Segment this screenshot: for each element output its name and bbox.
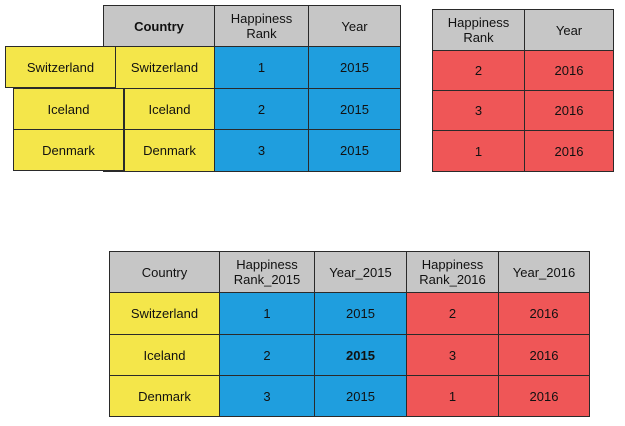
merged-year-2016-cell: 2016 xyxy=(498,334,590,376)
table-2015-year-cell: 2015 xyxy=(308,46,401,89)
merged-year-2016-cell: 2016 xyxy=(498,292,590,335)
merged-rank-2016-cell: 3 xyxy=(406,334,499,376)
table-2016-rank-cell: 2 xyxy=(432,50,525,91)
table-2016-rank-cell: 3 xyxy=(432,90,525,131)
table-2015-header-country: Country xyxy=(103,5,215,47)
table-2015-rank-cell: 1 xyxy=(214,46,309,89)
country-key-cell: Denmark xyxy=(13,129,124,171)
table-2016-year-cell: 2016 xyxy=(524,50,614,91)
table-2015-country-cell: Switzerland xyxy=(114,46,215,89)
table-2016-rank-cell: 1 xyxy=(432,130,525,172)
table-2016-header-rank: Happiness Rank xyxy=(432,9,525,51)
table-2015-rank-cell: 2 xyxy=(214,88,309,130)
country-key-cell: Iceland xyxy=(13,88,124,130)
country-key-cell: Switzerland xyxy=(5,46,116,88)
merged-header-year-2016: Year_2016 xyxy=(498,251,590,293)
table-2016-year-cell: 2016 xyxy=(524,90,614,131)
merged-header-year-2015: Year_2015 xyxy=(314,251,407,293)
merged-rank-2015-cell: 3 xyxy=(219,375,315,417)
merged-year-2016-cell: 2016 xyxy=(498,375,590,417)
table-2015-country-cell: Denmark xyxy=(124,129,215,172)
merged-year-2015-cell: 2015 xyxy=(314,375,407,417)
merged-country-cell: Iceland xyxy=(109,334,220,376)
table-2015-rank-cell: 3 xyxy=(214,129,309,172)
merged-rank-2015-cell: 2 xyxy=(219,334,315,376)
table-2015-header-rank: Happiness Rank xyxy=(214,5,309,47)
merged-rank-2016-cell: 2 xyxy=(406,292,499,335)
table-2015-country-cell: Iceland xyxy=(124,88,215,130)
table-2015-year-cell: 2015 xyxy=(308,88,401,130)
table-2015-year-cell: 2015 xyxy=(308,129,401,172)
merged-country-cell: Denmark xyxy=(109,375,220,417)
table-2016-year-cell: 2016 xyxy=(524,130,614,172)
table-2016-header-year: Year xyxy=(524,9,614,51)
merged-country-cell: Switzerland xyxy=(109,292,220,335)
merged-header-rank-2016: Happiness Rank_2016 xyxy=(406,251,499,293)
merged-rank-2015-cell: 1 xyxy=(219,292,315,335)
table-2015-header-year: Year xyxy=(308,5,401,47)
merged-rank-2016-cell: 1 xyxy=(406,375,499,417)
merged-year-2015-cell: 2015 xyxy=(314,334,407,376)
merged-header-country: Country xyxy=(109,251,220,293)
merged-year-2015-cell: 2015 xyxy=(314,292,407,335)
merged-header-rank-2015: Happiness Rank_2015 xyxy=(219,251,315,293)
